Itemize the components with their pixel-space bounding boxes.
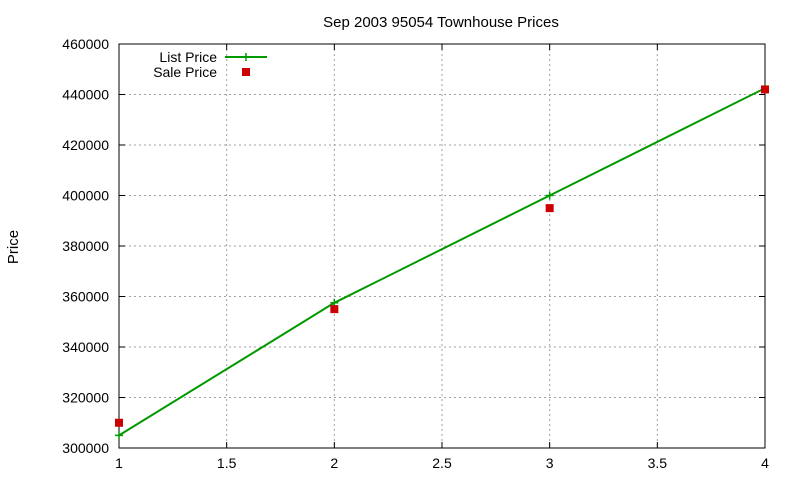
y-tick-label: 360000 bbox=[62, 289, 109, 305]
legend-marker bbox=[242, 53, 250, 61]
y-axis-label: Price bbox=[5, 230, 22, 264]
data-point bbox=[115, 418, 123, 427]
grid-lines bbox=[119, 44, 765, 448]
series-line bbox=[118, 87, 766, 437]
y-tick-label: 440000 bbox=[62, 87, 109, 103]
x-tick-label: 4 bbox=[761, 455, 769, 471]
data-series bbox=[115, 84, 769, 440]
series-0 bbox=[115, 84, 769, 440]
x-tick-label: 2.5 bbox=[432, 455, 452, 471]
y-tick-label: 380000 bbox=[62, 238, 109, 254]
legend-marker bbox=[242, 68, 250, 76]
legend-label: List Price bbox=[159, 49, 217, 65]
x-tick-label: 1 bbox=[115, 455, 123, 471]
axes: 1 1.5 2 2.5 3 3.5 4 300000 320000 340000 360000 380… bbox=[62, 36, 769, 471]
chart-title: Sep 2003 95054 Townhouse Prices bbox=[323, 14, 559, 31]
y-tick-label: 340000 bbox=[62, 339, 109, 355]
data-point bbox=[330, 305, 339, 314]
y-tick-label: 400000 bbox=[62, 188, 109, 204]
y-tick-label: 300000 bbox=[62, 440, 109, 456]
x-tick-label: 2 bbox=[330, 455, 338, 471]
x-tick-label: 1.5 bbox=[217, 455, 237, 471]
x-tick-label: 3 bbox=[546, 455, 554, 471]
x-tick-label: 3.5 bbox=[648, 455, 668, 471]
data-point bbox=[545, 204, 554, 213]
data-point bbox=[761, 85, 769, 94]
y-tick-label: 460000 bbox=[62, 36, 109, 52]
legend-label: Sale Price bbox=[153, 64, 217, 80]
y-tick-label: 420000 bbox=[62, 137, 109, 153]
data-point bbox=[545, 191, 554, 200]
series-1 bbox=[115, 85, 769, 427]
y-tick-label: 320000 bbox=[62, 390, 109, 406]
data-point bbox=[115, 431, 123, 440]
